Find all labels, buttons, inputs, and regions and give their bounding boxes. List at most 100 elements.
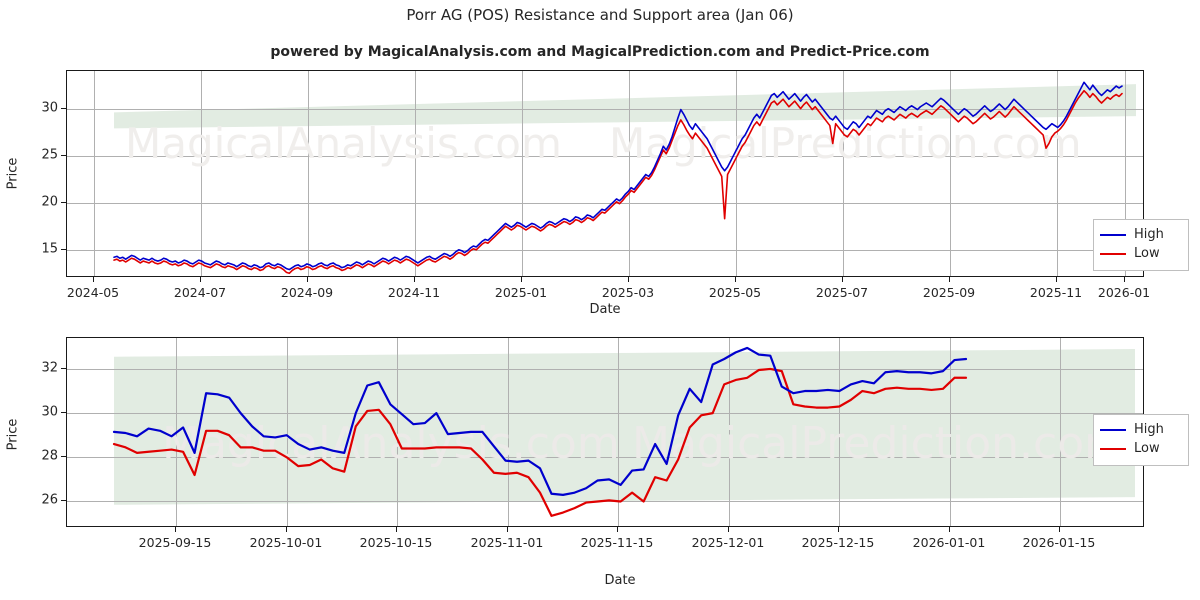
legend-label-low-lower: Low [1134,441,1160,456]
lower-series-lines [112,346,968,517]
x-tick-label: 2025-03 [601,285,655,300]
upper-y-axis-title: Price [5,157,21,190]
lower-y-axis-title: Price [5,418,21,451]
gridline-vertical [522,71,523,276]
upper-series-lines [113,81,1123,275]
x-tick-mark [838,527,839,532]
x-tick-mark [728,527,729,532]
x-tick-label: 2025-01 [494,285,548,300]
x-tick-label: 2025-10-01 [249,535,323,550]
gridline-horizontal [67,155,1143,157]
x-tick-mark [1124,277,1125,282]
legend-row-high: High [1100,225,1180,244]
x-tick-mark [842,277,843,282]
x-tick-label: 2025-12-01 [691,535,765,550]
gridline-vertical [1125,71,1126,276]
upper-plot-frame: MagicalAnalysis.com MagicalPrediction.com… [66,70,1144,277]
low-color-swatch [1100,252,1126,255]
legend-label-low: Low [1134,246,1160,261]
y-tick-label: 26 [41,492,58,508]
legend-row-low: Low [1100,244,1180,263]
gridline-vertical [950,71,951,276]
x-tick-mark [949,527,950,532]
x-tick-mark [307,277,308,282]
support-resistance-band [114,84,1136,129]
x-tick-mark [414,277,415,282]
gridline-vertical [839,338,840,526]
support-resistance-band [114,349,1135,505]
gridline-vertical [843,71,844,276]
gridline-vertical [1060,338,1061,526]
gridline-horizontal [67,501,1143,503]
x-tick-label: 2025-12-15 [801,535,875,550]
gridline-vertical [415,71,416,276]
high-series-line-lower [112,346,968,496]
gridline-vertical [729,338,730,526]
page-title: Porr AG (POS) Resistance and Support are… [406,6,794,24]
x-tick-mark [949,277,950,282]
gridline-vertical [508,338,509,526]
y-tick-label: 32 [41,360,58,376]
x-tick-label: 2025-10-15 [359,535,433,550]
gridline-vertical [618,338,619,526]
x-tick-mark [1056,277,1057,282]
gridline-vertical [950,338,951,526]
x-tick-mark [286,527,287,532]
x-tick-mark [521,277,522,282]
x-tick-label: 2025-11-01 [470,535,544,550]
y-tick-mark [61,367,66,369]
y-tick-label: 30 [41,404,58,420]
x-tick-mark [396,527,397,532]
legend-label-high: High [1134,227,1164,242]
y-tick-mark [61,412,66,414]
x-tick-mark [1059,527,1060,532]
gridline-horizontal [67,457,1143,459]
upper-legend: High Low [1093,219,1189,271]
gridline-vertical [1057,71,1058,276]
high-series-line-upper [113,81,1123,271]
legend-row-low-lower: Low [1100,439,1180,458]
x-tick-mark [628,277,629,282]
y-tick-label: 25 [41,147,58,163]
x-tick-mark [175,527,176,532]
low-series-line-upper [113,89,1123,275]
upper-chart-panel: MagicalAnalysis.com MagicalPrediction.com… [66,70,1144,277]
y-tick-mark [61,107,66,109]
y-tick-label: 20 [41,194,58,210]
gridline-horizontal [67,249,1143,251]
gridline-vertical [736,71,737,276]
high-color-swatch-lower [1100,428,1126,431]
gridline-vertical [629,71,630,276]
x-tick-label: 2025-07 [815,285,869,300]
x-tick-label: 2026-01-01 [912,535,986,550]
x-tick-label: 2024-09 [280,285,334,300]
gridline-horizontal [67,108,1143,110]
page-subtitle: powered by MagicalAnalysis.com and Magic… [270,44,930,60]
x-tick-label: 2025-09-15 [138,535,212,550]
y-tick-mark [61,456,66,458]
gridline-vertical [94,71,95,276]
gridline-vertical [308,71,309,276]
x-tick-label: 2025-11-15 [580,535,654,550]
y-tick-mark [61,201,66,203]
upper-x-axis-title: Date [589,302,621,317]
y-tick-label: 28 [41,448,58,464]
low-color-swatch-lower [1100,447,1126,450]
x-tick-label: 2025-09 [922,285,976,300]
gridline-vertical [201,71,202,276]
legend-label-high-lower: High [1134,422,1164,437]
x-tick-mark [507,527,508,532]
x-tick-mark [617,527,618,532]
x-tick-mark [93,277,94,282]
x-tick-label: 2024-11 [387,285,441,300]
low-series-line-lower [112,367,968,517]
x-tick-label: 2024-07 [173,285,227,300]
x-tick-label: 2025-11 [1029,285,1083,300]
x-tick-mark [200,277,201,282]
x-tick-label: 2025-05 [708,285,762,300]
gridline-horizontal [67,368,1143,370]
gridline-horizontal [67,413,1143,415]
y-tick-label: 15 [41,241,58,257]
high-color-swatch [1100,233,1126,236]
gridline-vertical [287,338,288,526]
